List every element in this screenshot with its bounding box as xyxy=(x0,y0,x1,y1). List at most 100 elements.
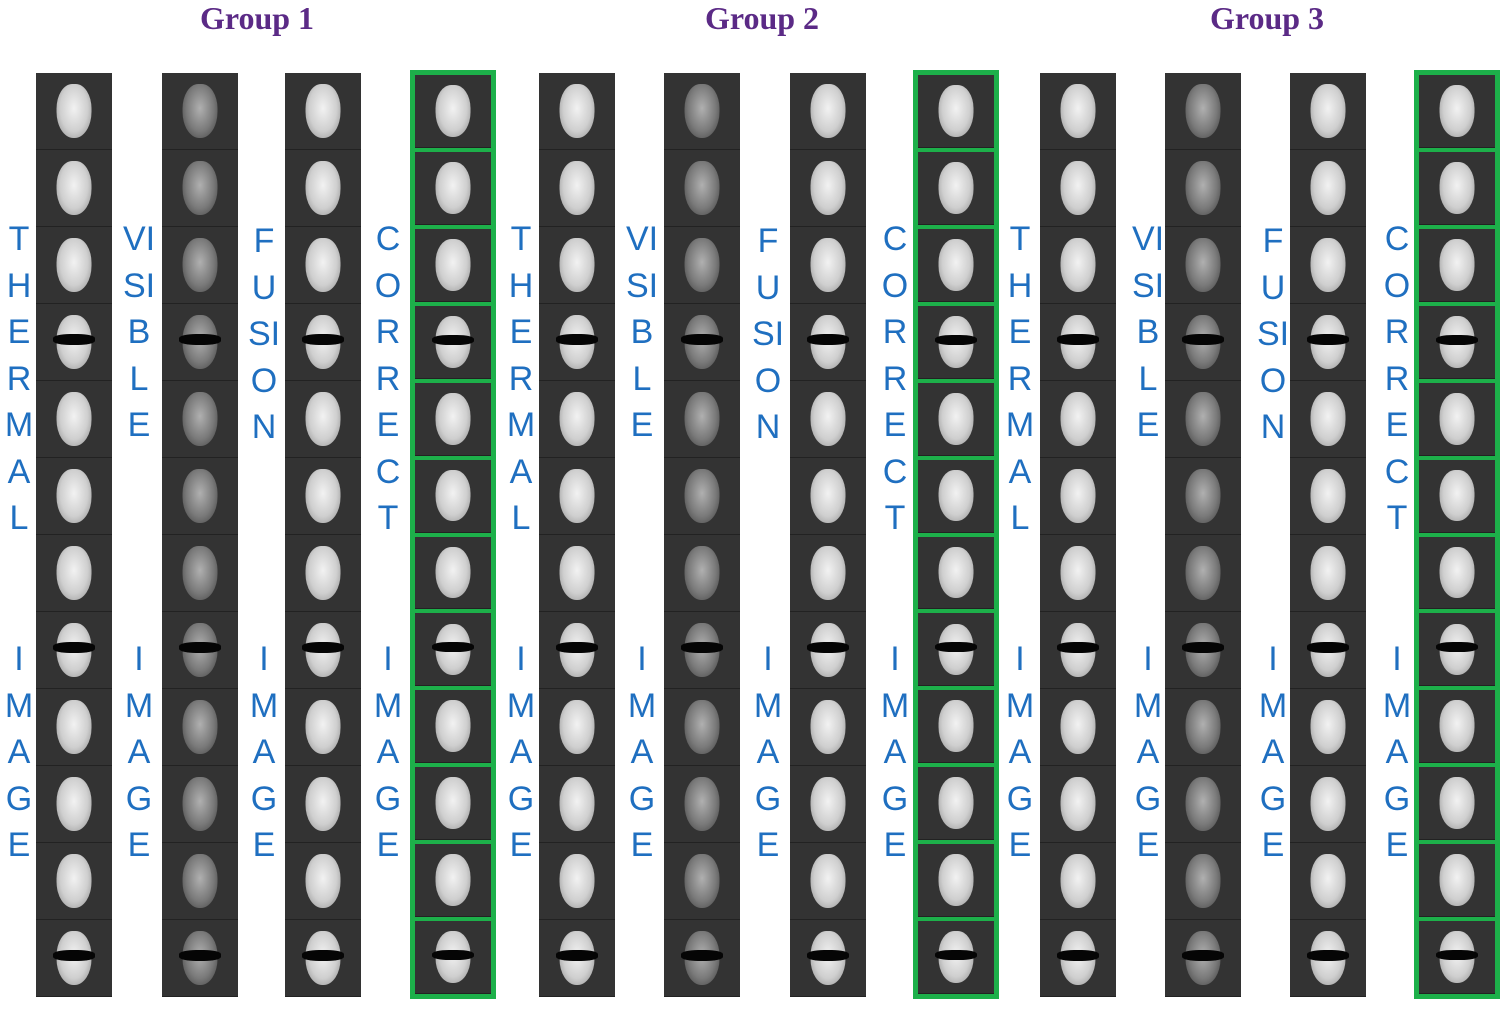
correct-face-image xyxy=(1419,151,1495,225)
thermal-face-image xyxy=(36,227,112,304)
sunglasses xyxy=(431,949,475,960)
correct-face-image xyxy=(415,536,491,610)
thermal-face-image xyxy=(36,920,112,997)
visible-face-image xyxy=(1165,150,1241,227)
fusion-face-image xyxy=(790,304,866,381)
fusion-image-column xyxy=(1290,73,1366,997)
face xyxy=(182,160,218,216)
face xyxy=(435,546,471,599)
fusion-face-image xyxy=(1290,458,1366,535)
sunglasses xyxy=(680,642,724,654)
correct-face-image xyxy=(918,767,994,841)
face xyxy=(305,391,341,447)
column-label: VISIBLE xyxy=(122,220,156,444)
fusion-face-image xyxy=(1290,150,1366,227)
group-title: Group 2 xyxy=(704,0,820,36)
face xyxy=(182,83,218,139)
fusion-face-image xyxy=(790,150,866,227)
face xyxy=(1185,853,1221,909)
correct-face-image xyxy=(1419,767,1495,841)
column-label: THERMAL xyxy=(4,220,34,537)
visible-image-column xyxy=(664,73,740,997)
visible-face-image xyxy=(162,227,238,304)
face xyxy=(810,160,846,216)
column-label: THERMAL xyxy=(1005,220,1035,537)
sunglasses xyxy=(52,334,96,346)
face xyxy=(182,699,218,755)
fusion-face-image xyxy=(790,458,866,535)
correct-face-image xyxy=(918,75,994,148)
face xyxy=(1185,83,1221,139)
correct-face-image xyxy=(415,305,491,379)
column-label: VISIBLE xyxy=(1131,220,1165,444)
face xyxy=(1310,545,1346,601)
face xyxy=(1060,545,1096,601)
sunglasses xyxy=(680,950,724,962)
correct-face-image xyxy=(415,844,491,918)
sunglasses xyxy=(1181,334,1225,346)
face xyxy=(559,853,595,909)
visible-face-image xyxy=(1165,612,1241,689)
face xyxy=(182,468,218,524)
face xyxy=(56,468,92,524)
visible-face-image xyxy=(1165,843,1241,920)
correct-image-column xyxy=(1414,70,1500,999)
face xyxy=(559,83,595,139)
face xyxy=(1060,853,1096,909)
correct-face-image xyxy=(415,382,491,456)
thermal-face-image xyxy=(539,73,615,150)
thermal-image-column xyxy=(36,73,112,997)
correct-face-image xyxy=(415,767,491,841)
face xyxy=(938,469,974,522)
column-label: CORRECT xyxy=(1383,220,1411,537)
face xyxy=(305,699,341,755)
thermal-face-image xyxy=(539,920,615,997)
visible-face-image xyxy=(162,458,238,535)
face xyxy=(938,777,974,830)
visible-face-image xyxy=(1165,73,1241,150)
face xyxy=(684,83,720,139)
visible-face-image xyxy=(1165,766,1241,843)
sunglasses xyxy=(934,949,978,960)
thermal-face-image xyxy=(36,150,112,227)
thermal-image-column xyxy=(539,73,615,997)
fusion-face-image xyxy=(1290,535,1366,612)
thermal-face-image xyxy=(1040,73,1116,150)
face xyxy=(435,469,471,522)
face xyxy=(1439,238,1475,291)
face xyxy=(1310,83,1346,139)
face xyxy=(559,776,595,832)
thermal-face-image xyxy=(539,766,615,843)
fusion-face-image xyxy=(790,381,866,458)
thermal-face-image xyxy=(539,535,615,612)
face xyxy=(435,161,471,214)
sunglasses xyxy=(806,642,850,654)
correct-face-image xyxy=(415,228,491,302)
correct-face-image xyxy=(1419,305,1495,379)
fusion-face-image xyxy=(285,458,361,535)
face xyxy=(559,468,595,524)
face xyxy=(305,237,341,293)
thermal-face-image xyxy=(1040,150,1116,227)
face xyxy=(56,391,92,447)
fusion-face-image xyxy=(1290,766,1366,843)
face xyxy=(1060,83,1096,139)
sunglasses xyxy=(301,334,345,346)
face xyxy=(435,392,471,445)
face xyxy=(1310,699,1346,755)
fusion-face-image xyxy=(790,227,866,304)
visible-face-image xyxy=(664,920,740,997)
visible-face-image xyxy=(1165,227,1241,304)
correct-face-image xyxy=(918,613,994,687)
face xyxy=(1439,392,1475,445)
visible-face-image xyxy=(1165,535,1241,612)
face xyxy=(435,700,471,753)
fusion-face-image xyxy=(285,689,361,766)
thermal-face-image xyxy=(539,304,615,381)
column-label: THERMAL xyxy=(506,220,536,537)
visible-face-image xyxy=(1165,304,1241,381)
face xyxy=(1185,776,1221,832)
visible-face-image xyxy=(664,612,740,689)
visible-image-column xyxy=(1165,73,1241,997)
correct-face-image xyxy=(918,228,994,302)
